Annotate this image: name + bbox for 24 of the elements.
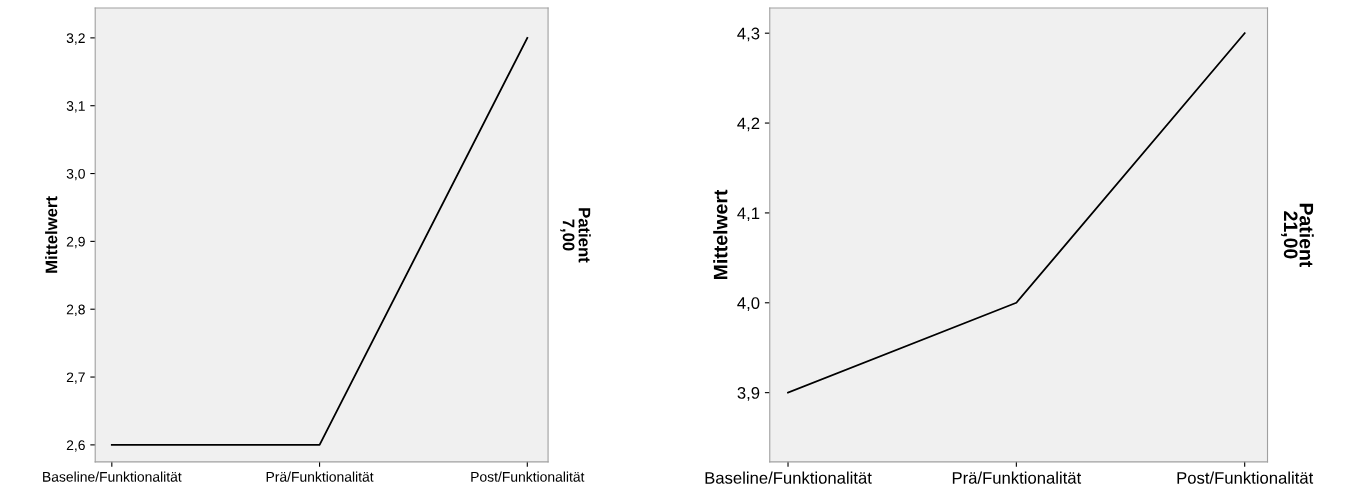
y-tick-label: 3,0 [66,168,85,181]
y-tick-label: 4,1 [737,207,760,222]
x-tick-label: Post/Funktionalität [471,471,585,482]
text: 21,00 [1280,211,1298,259]
y-tick-label: 3,9 [737,387,760,401]
x-tick-label: Baseline/Funktionalität [43,471,182,482]
x-tick-label: Prä/Funktionalität [266,471,374,482]
y-axis-title: Mittelwert [45,196,58,273]
y-tick-label: 4,3 [737,27,760,42]
y-tick-label: 2,6 [66,440,85,452]
y-tick-label: 3,2 [66,33,85,45]
y-tick-label: 3,1 [66,101,85,113]
x-tick-label: Prä/Funktionalität [952,471,1082,484]
y-tick-label: 2,9 [66,236,85,249]
y-tick-label: 2,8 [66,304,85,317]
x-tick-label: Post/Funktionalität [1177,471,1314,484]
text: Patient [1299,203,1314,268]
text: 7,00 [560,219,575,251]
y-tick-label: 4,0 [737,297,760,311]
y-tick-label: 2,7 [66,372,85,384]
y-tick-label: 4,2 [737,117,760,132]
text: Patient [578,208,591,263]
x-tick-label: Baseline/Funktionalität [705,471,872,484]
y-axis-title: Mittelwert [713,189,728,280]
